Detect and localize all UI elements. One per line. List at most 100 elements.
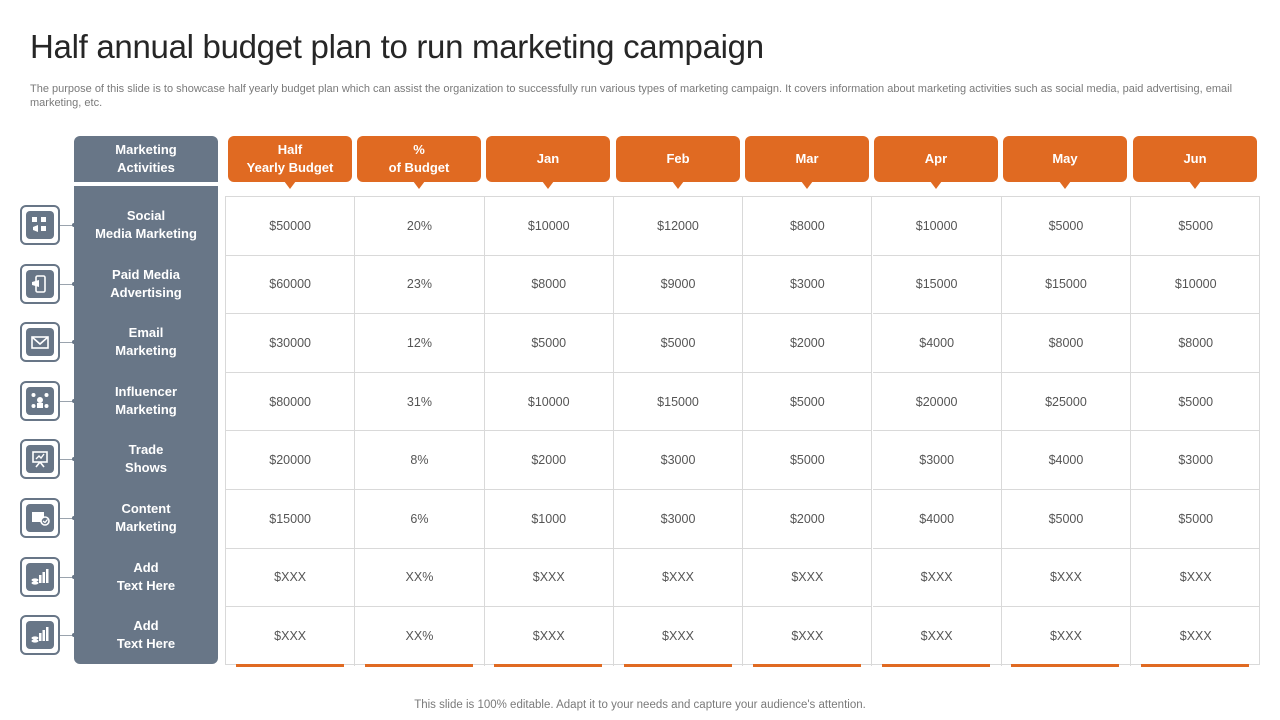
column-header-label: % of Budget: [388, 142, 450, 175]
column-header-4: Mar: [745, 136, 869, 189]
budget-table: $50000 20% $10000 $12000 $8000 $10000 $5000 $50…: [225, 196, 1261, 666]
column-header-2: Jan: [486, 136, 610, 189]
table-cell: $12000: [613, 197, 744, 256]
icon-connector-dot: [72, 398, 76, 403]
table-cell: $1000: [484, 490, 614, 549]
table-cell: $60000: [226, 255, 356, 315]
table-cell: $8000: [1131, 314, 1261, 373]
table-cell: $XXX: [613, 548, 744, 608]
icon-connector-dot: [72, 574, 76, 579]
table-cell: $XXX: [226, 548, 356, 608]
table-cell: $XXX: [485, 607, 614, 666]
activity-label-text: Email Marketing: [115, 325, 177, 359]
table-cell: $3000: [613, 431, 744, 490]
table-cell: $5000: [1131, 490, 1261, 549]
activities-header: Marketing Activities: [74, 136, 218, 190]
icon-glyph: [26, 211, 54, 239]
icon-glyph: [26, 386, 54, 415]
column-header-label: Mar: [795, 151, 819, 166]
column-header-1: % of Budget: [357, 136, 481, 189]
table-cell: $XXX: [614, 607, 744, 666]
table-cell: $15000: [872, 255, 1002, 315]
table-cell: $5000: [484, 314, 614, 373]
table-cell: $XXX: [1179, 629, 1212, 644]
table-cell: XX%: [355, 548, 485, 608]
table-cell: $XXX: [872, 548, 1002, 608]
table-cell: $9000: [613, 255, 744, 315]
column-header-label: Feb: [666, 151, 690, 166]
table-cell: $3000: [613, 490, 744, 549]
column-header-pointer: [1189, 181, 1201, 189]
table-cell: $4000: [872, 314, 1002, 373]
icon-connector-dot: [72, 457, 76, 462]
table-cell: $XXX: [743, 607, 873, 666]
table-cell: $5000: [1001, 490, 1132, 549]
column-header-pointer: [413, 181, 425, 189]
column-header-7: Jun: [1133, 136, 1257, 189]
content-video-icon: [20, 498, 60, 538]
table-cell: $3000: [743, 255, 873, 315]
table-cell: XX%: [355, 607, 485, 666]
table-cell: $XXX: [226, 607, 356, 666]
column-accent-bar: [236, 664, 344, 667]
icon-connector-dot: [72, 340, 76, 345]
table-cell: 31%: [355, 372, 485, 432]
header-divider: [74, 182, 218, 186]
column-accent-bar: [1011, 664, 1119, 667]
table-cell: $5000: [613, 314, 744, 373]
table-cell: 20%: [355, 197, 485, 256]
activity-label: Social Media Marketing: [74, 196, 218, 254]
activity-label-text: Social Media Marketing: [95, 208, 197, 241]
icon-glyph: [26, 621, 54, 650]
activity-label-text: Influencer Marketing: [114, 383, 178, 417]
column-accent-bar: [624, 664, 732, 667]
social-media-icon: [20, 205, 60, 245]
column-accent-bar: [753, 664, 861, 667]
table-cell: $50000: [226, 197, 356, 256]
table-cell: 12%: [355, 314, 485, 373]
icon-glyph: [26, 504, 54, 532]
table-cell: $3000: [1131, 431, 1261, 490]
column-header-pointer: [930, 181, 942, 189]
table-cell: $10000: [484, 197, 614, 256]
icon-connector: [60, 635, 74, 637]
table-cell: $4000: [1001, 431, 1132, 490]
column-accent-bar: [365, 664, 473, 667]
table-cell: $25000: [1001, 372, 1132, 432]
table-cell: $5000: [1131, 373, 1261, 432]
column-header-0: Half Yearly Budget: [228, 136, 352, 189]
table-cell: $2000: [743, 314, 873, 373]
table-cell: 8%: [355, 431, 485, 490]
icon-connector-dot: [72, 223, 76, 227]
table-cell: $2000: [484, 431, 614, 490]
table-cell: $5000: [1001, 197, 1132, 256]
icon-glyph: [26, 562, 54, 591]
table-cell: $5000: [1131, 197, 1261, 256]
activity-label: Influencer Marketing: [74, 372, 218, 430]
icon-connector-dot: [72, 516, 76, 520]
activities-body: Social Media Marketing Paid Media Adverti…: [74, 186, 218, 664]
table-cell: $80000: [226, 372, 356, 432]
table-cell: $5000: [743, 372, 873, 432]
activity-label-text: Add Text Here: [116, 559, 176, 593]
activity-label: Content Marketing: [74, 489, 218, 547]
table-cell: $10000: [1131, 256, 1261, 315]
table-cell: $XXX: [743, 548, 873, 608]
table-cell: 23%: [355, 255, 485, 315]
icon-connector: [60, 459, 74, 461]
column-header-pointer: [801, 181, 813, 189]
influencer-network-icon: [20, 380, 60, 421]
table-cell: $10000: [872, 197, 1002, 256]
table-cell: $2000: [743, 490, 873, 549]
chart-coins-icon: [20, 556, 60, 597]
table-cell: $15000: [226, 490, 356, 549]
chart-coins-icon: [20, 615, 60, 656]
activity-label: Add Text Here: [74, 606, 218, 664]
icon-connector: [60, 576, 74, 578]
activity-label: Trade Shows: [74, 430, 218, 488]
icon-glyph: [26, 328, 54, 357]
table-cell: $3000: [872, 431, 1002, 490]
table-cell: $15000: [613, 372, 744, 432]
table-cell: $4000: [872, 490, 1002, 549]
column-accent-bar: [494, 664, 602, 667]
